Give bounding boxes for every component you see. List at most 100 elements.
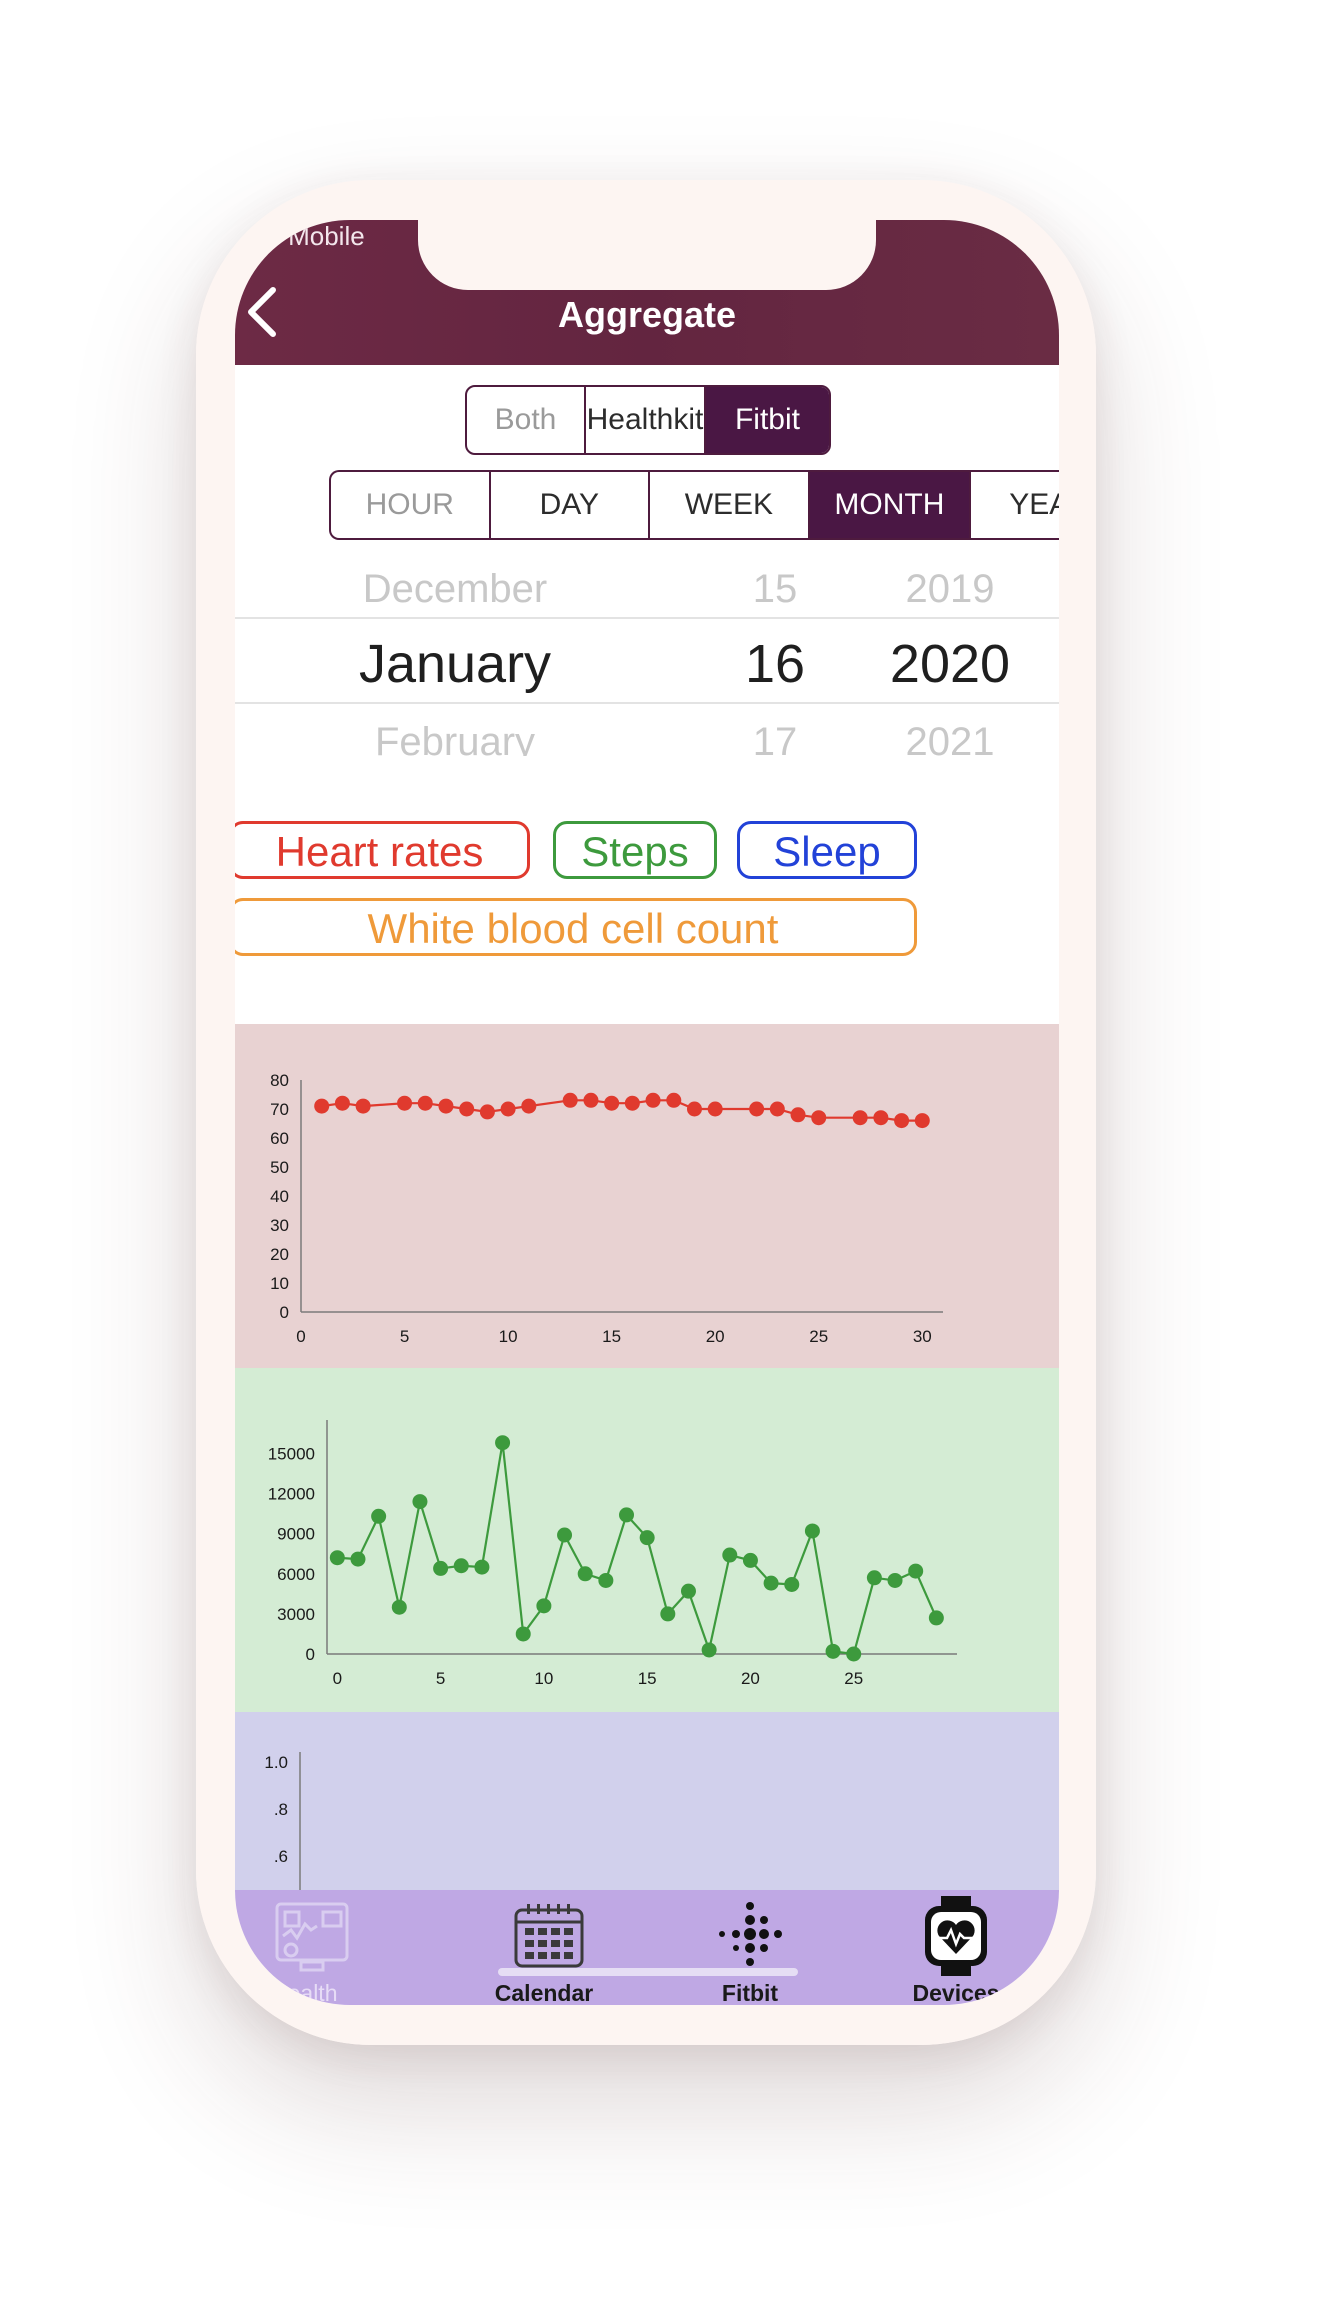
- carrier-label: T-Mobile: [265, 221, 365, 251]
- heart-rate-ytick-label: 40: [270, 1187, 289, 1206]
- back-chevron-icon[interactable]: [241, 282, 285, 342]
- steps-data-point: [763, 1575, 779, 1591]
- tab-health-label: Health: [271, 1980, 338, 2005]
- steps-data-point: [742, 1552, 758, 1568]
- heart-rate-data-point: [914, 1113, 930, 1129]
- picker-prev-month[interactable]: December: [362, 567, 548, 611]
- steps-data-point: [515, 1626, 531, 1642]
- picker-prev-day[interactable]: 15: [752, 567, 798, 611]
- heart-rate-data-point: [562, 1092, 578, 1108]
- tab-calendar-label: Calendar: [494, 1980, 594, 2005]
- steps-data-point: [804, 1523, 820, 1539]
- heart-rate-data-point: [459, 1101, 475, 1117]
- segment-year[interactable]: YEA: [1009, 488, 1059, 521]
- heart-rate-data-point: [479, 1104, 495, 1120]
- tab-health[interactable]: Health: [235, 1890, 441, 2005]
- heart-rate-xtick-label: 5: [400, 1327, 409, 1346]
- heart-rate-data-point: [397, 1095, 413, 1111]
- heart-rate-data-point: [500, 1101, 516, 1117]
- tab-calendar[interactable]: Calendar: [441, 1890, 647, 2005]
- steps-data-point: [866, 1570, 882, 1586]
- heart-rate-data-point: [521, 1098, 537, 1114]
- steps-data-point: [329, 1550, 345, 1566]
- heart-rate-ytick-label: 0: [280, 1303, 289, 1322]
- sleep-chart: .6 .8 1.0: [264, 1752, 301, 1892]
- heart-rate-data-point: [790, 1107, 806, 1123]
- period-segmented-control: HOUR DAY WEEK MONTH YEA: [329, 470, 1059, 540]
- steps-toggle[interactable]: Steps: [553, 821, 717, 879]
- steps-chart-panel: 0 3000 6000 9000 12000 15000 0 5 10 15 20 25: [235, 1368, 1059, 1712]
- steps-ytick-label: 6000: [277, 1565, 315, 1584]
- steps-data-point: [825, 1643, 841, 1659]
- segment-month[interactable]: MONTH: [809, 472, 972, 538]
- date-picker[interactable]: December 15 2019 January 16 2020 Februar…: [235, 565, 1059, 765]
- heart-rate-data-point: [686, 1101, 702, 1117]
- segment-healthkit[interactable]: Healthkit: [586, 387, 706, 453]
- heart-rate-data-point: [355, 1098, 371, 1114]
- steps-data-point: [619, 1507, 635, 1523]
- segment-both[interactable]: Both: [467, 387, 586, 453]
- sleep-ytick-label: 1.0: [264, 1753, 288, 1772]
- picker-prev-year[interactable]: 2019: [905, 567, 995, 611]
- picker-current-year[interactable]: 2020: [889, 634, 1011, 694]
- picker-current-month[interactable]: January: [358, 634, 552, 694]
- heart-rate-data-point: [624, 1095, 640, 1111]
- picker-current-day[interactable]: 16: [744, 634, 806, 694]
- heart-rate-ytick-label: 30: [270, 1216, 289, 1235]
- heart-rate-data-point: [417, 1095, 433, 1111]
- segment-day[interactable]: DAY: [491, 472, 651, 538]
- steps-data-point: [391, 1599, 407, 1615]
- steps-data-point: [474, 1559, 490, 1575]
- steps-xtick-label: 0: [333, 1669, 342, 1688]
- heart-rate-xtick-label: 25: [809, 1327, 828, 1346]
- steps-data-point: [598, 1572, 614, 1588]
- tab-devices[interactable]: Devices: [853, 1890, 1059, 2005]
- heart-rate-ytick-label: 60: [270, 1129, 289, 1148]
- heart-rate-data-point: [707, 1101, 723, 1117]
- heart-rate-data-point: [852, 1110, 868, 1126]
- steps-data-point: [846, 1646, 862, 1662]
- steps-ytick-label: 9000: [277, 1525, 315, 1544]
- steps-ytick-label: 3000: [277, 1605, 315, 1624]
- steps-data-point: [722, 1547, 738, 1563]
- picker-next-year[interactable]: 2021: [905, 720, 995, 756]
- steps-data-point: [908, 1563, 924, 1579]
- heart-rates-toggle[interactable]: Heart rates: [235, 821, 530, 879]
- tab-fitbit[interactable]: Fitbit: [647, 1890, 853, 2005]
- page-title: Aggregate: [557, 294, 737, 335]
- steps-xtick-label: 25: [844, 1669, 863, 1688]
- white-blood-cell-count-toggle[interactable]: White blood cell count: [235, 898, 917, 956]
- steps-ytick-label: 12000: [268, 1485, 315, 1504]
- steps-series-line: [337, 1442, 938, 1656]
- segment-week[interactable]: WEEK: [650, 472, 810, 538]
- steps-data-point: [928, 1610, 944, 1626]
- health-dashboard-icon: [275, 1902, 349, 1972]
- steps-data-point: [557, 1527, 573, 1543]
- heart-rate-data-point: [811, 1110, 827, 1126]
- steps-data-point: [577, 1566, 593, 1582]
- sleep-ytick-label: .6: [274, 1847, 288, 1866]
- device-notch: [418, 220, 876, 290]
- heart-rate-chart: 0 10 20 30 40 50 60 70 80 0 5 10 15 20 25 30: [270, 1071, 943, 1346]
- sleep-toggle[interactable]: Sleep: [737, 821, 917, 879]
- picker-next-month[interactable]: February: [374, 720, 536, 756]
- steps-data-point: [680, 1583, 696, 1599]
- heart-rate-ytick-label: 10: [270, 1274, 289, 1293]
- picker-next-day[interactable]: 17: [752, 720, 798, 756]
- segment-fitbit[interactable]: Fitbit: [706, 387, 829, 453]
- steps-data-point: [887, 1572, 903, 1588]
- sleep-ytick-label: .8: [274, 1800, 288, 1819]
- segment-hour[interactable]: HOUR: [331, 472, 491, 538]
- heart-rate-data-point: [334, 1095, 350, 1111]
- heart-rate-xtick-label: 15: [602, 1327, 621, 1346]
- tab-bar: Health Calendar: [235, 1890, 1059, 2005]
- heart-rate-xtick-label: 10: [499, 1327, 518, 1346]
- smartwatch-heart-icon: [925, 1896, 987, 1976]
- source-segmented-control: Both Healthkit Fitbit: [465, 385, 831, 455]
- heart-rate-data-point: [749, 1101, 765, 1117]
- steps-xtick-label: 15: [638, 1669, 657, 1688]
- heart-rate-data-point: [438, 1098, 454, 1114]
- heart-rate-ytick-label: 80: [270, 1071, 289, 1090]
- heart-rate-data-point: [645, 1092, 661, 1108]
- steps-data-point: [433, 1560, 449, 1576]
